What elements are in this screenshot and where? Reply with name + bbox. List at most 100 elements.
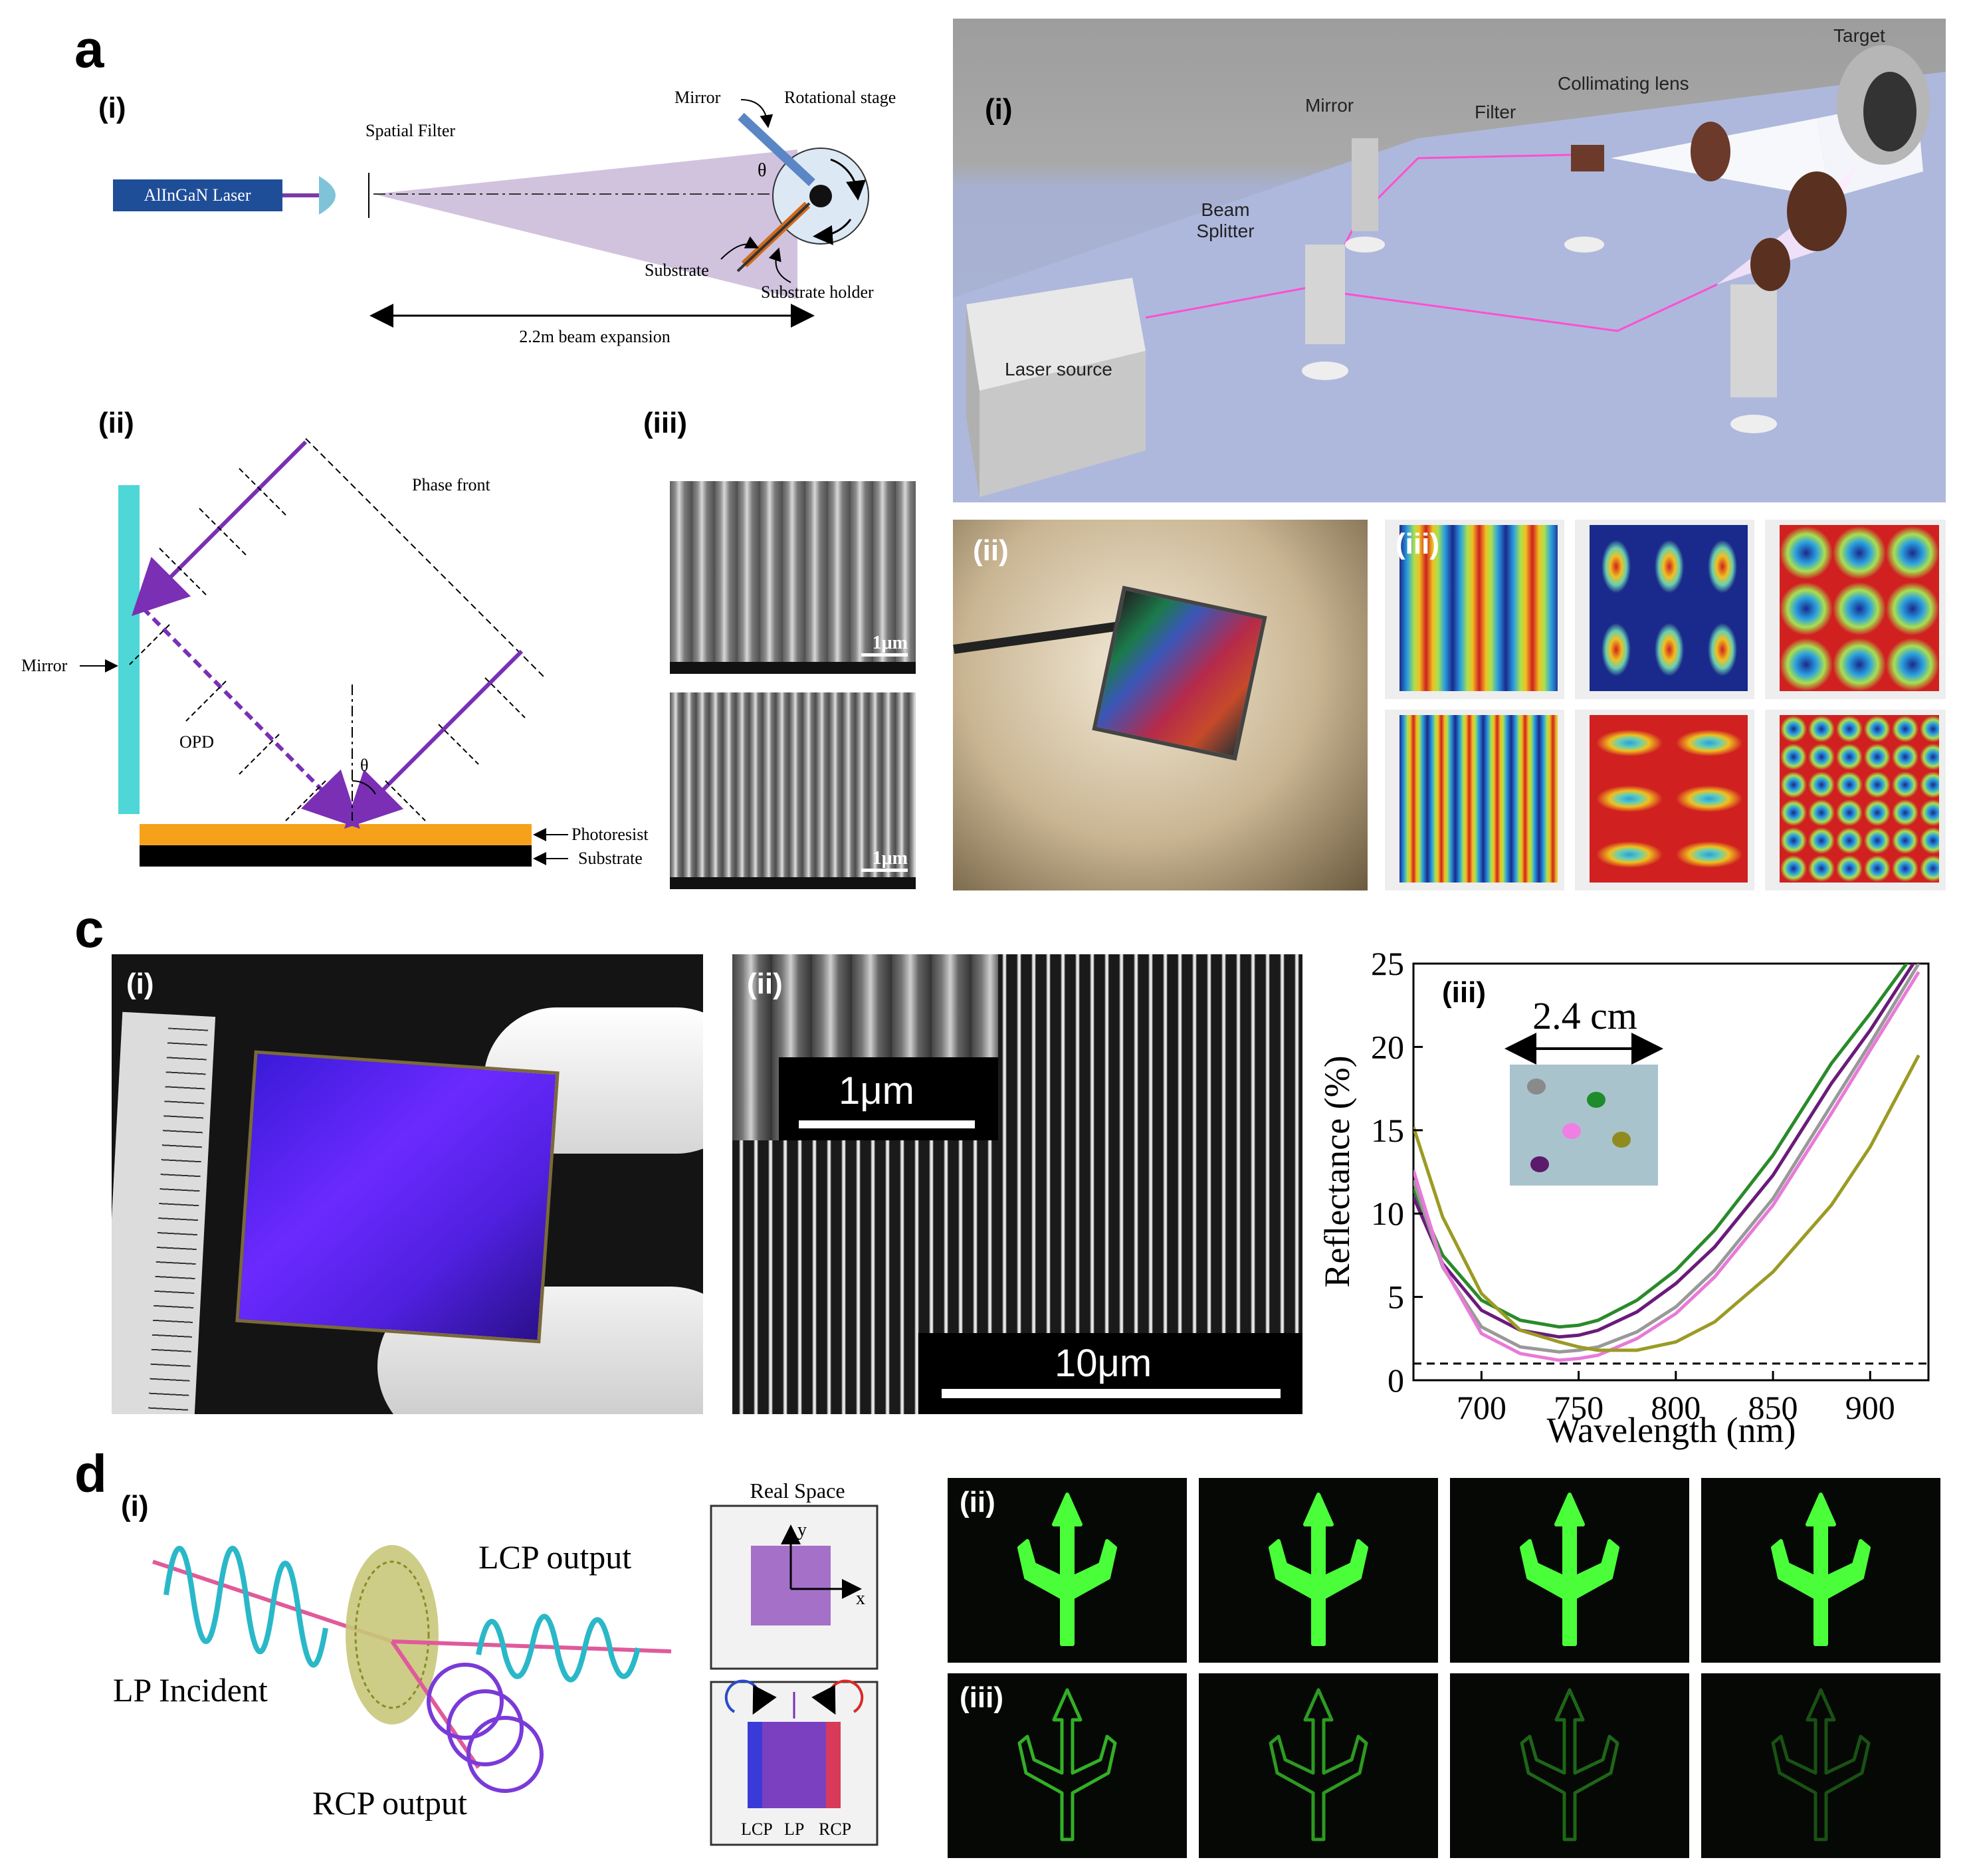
substrate-layer [140,845,532,867]
trident-image [948,1478,1187,1663]
y-tick-label: 20 [1371,1028,1404,1065]
mirror-bar [118,485,140,814]
mirror-plate [738,112,815,187]
panel-d-i-diagram: LCP output LP Incident RCP output [113,1538,672,1821]
pattern-1 [1385,520,1564,699]
x-tick-label: 800 [1651,1389,1701,1426]
inset-scale-label: 2.4 cm [1532,994,1637,1037]
target-label: Target [1833,25,1885,46]
inset-dot [1562,1123,1581,1139]
sem-image-top: 1μm [670,481,916,674]
laser-box [113,179,282,211]
theta-symbol: θ [758,160,766,181]
y-tick-label: 0 [1388,1362,1404,1399]
panel-a-ii-diagram: Mirror Photoresist Substrate Phase front… [21,438,649,868]
pattern-5 [1575,710,1754,890]
sem-image-bottom: 1μm [670,692,916,889]
trident-icon [1771,1688,1871,1841]
panel-c-iii-label: (iii) [1442,976,1486,1009]
sem-main-scale: 10μm [1055,1342,1152,1385]
trident-icon [1269,1493,1368,1646]
lcp-label: LCP [741,1820,773,1839]
sem-scale-bottom: 1μm [872,848,908,869]
panel-b-i-label: (i) [985,93,1013,126]
inset-dots [1527,1079,1631,1172]
grating-sample-purple [235,1050,560,1344]
x-tick-label: 850 [1748,1389,1798,1426]
axis-x-label: x [856,1588,865,1609]
beam-splitter-label: Beam Splitter [1196,199,1255,241]
substrate-label: Substrate [645,261,709,280]
trident-image [1450,1673,1689,1858]
x-tick-label: 900 [1845,1389,1895,1426]
pattern-4 [1385,710,1564,890]
panel-d-ii-label: (ii) [960,1486,995,1518]
y-tick-label: 10 [1371,1195,1404,1232]
series-line-5 [1413,1054,1920,1352]
panel-d-i-label: (i) [121,1490,149,1522]
series-line-3 [1413,964,1920,1354]
sem-scale-top: 1μm [872,633,908,653]
panel-letter-c: c [74,899,104,958]
real-space-label: Real Space [750,1479,845,1503]
trident-icon [1269,1688,1368,1841]
substrate-holder-label: Substrate holder [761,282,874,302]
lp-label: LP [784,1820,804,1839]
panel-b-ii-photo: (ii) [953,520,1368,890]
lp-incident-label: LP Incident [113,1671,268,1709]
y-tick-label: 25 [1371,950,1404,982]
series-line-4 [1413,971,1920,1362]
panel-b-i-render: (i) Target Collimating lens Mirror Filte… [953,19,1946,502]
inset-dot [1612,1132,1631,1148]
panel-c-ii-sem: 1μm 10μm (ii) [732,954,1302,1414]
substrate-label-ii: Substrate [578,849,643,868]
photoresist-label: Photoresist [571,825,649,844]
trident-image [1701,1478,1940,1663]
mirror-label: Mirror [674,88,721,107]
pattern-3 [1765,520,1946,699]
x-axis-label: Wavelength (nm) [1546,1410,1796,1450]
panel-a-ii-label: (ii) [98,407,134,439]
trident-image [948,1673,1187,1858]
trident-image [1450,1478,1689,1663]
mirror-label-ii: Mirror [21,656,68,675]
opd-label: OPD [179,732,214,752]
trident-icon [1520,1493,1619,1646]
panel-a-iii-label: (iii) [643,407,687,439]
laser-label: AlInGaN Laser [144,185,251,205]
panel-d-iii-label: (iii) [960,1681,1003,1714]
pattern-6 [1765,710,1946,890]
trident-icon [1520,1688,1619,1841]
inset-dot [1530,1156,1549,1172]
y-axis-label: Reflectance (%) [1317,1055,1357,1287]
rcp-label: RCP [819,1820,851,1839]
laser-source-label: Laser source [1005,359,1112,379]
filter-label: Filter [1475,102,1516,122]
y-tick-label: 5 [1388,1279,1404,1316]
panel-a-i-label: (i) [98,92,126,124]
trident-icon [1771,1493,1871,1646]
real-space-bar [748,1722,841,1808]
metasurface-disk [346,1545,439,1724]
collimating-lens-label: Collimating lens [1558,73,1689,94]
sem-inset-scale: 1μm [839,1069,914,1112]
spatial-filter-lens [319,176,336,215]
beam-cone [373,150,797,299]
rcp-output-label: RCP output [312,1784,467,1821]
panel-letter-a: a [74,19,104,78]
beam-expansion-label: 2.2m beam expansion [519,327,670,346]
trident-image [1199,1673,1438,1858]
series-line-2 [1413,964,1916,1339]
panel-c-i-photo: (i) [112,954,703,1414]
phase-front-label: Phase front [412,475,490,494]
series-group [1413,964,1920,1362]
panel-c-ii-label: (ii) [747,968,783,1000]
spatial-filter-label: Spatial Filter [365,121,455,140]
trident-image [1199,1478,1438,1663]
trident-icon [1017,1688,1117,1841]
x-tick-label: 750 [1554,1389,1604,1426]
lcp-output-label: LCP output [478,1538,631,1576]
tick-group: 700 750 800 850 900 0 5 10 15 20 25 [1371,950,1895,1426]
series-line-1 [1413,964,1909,1329]
trident-icon [1017,1493,1117,1646]
